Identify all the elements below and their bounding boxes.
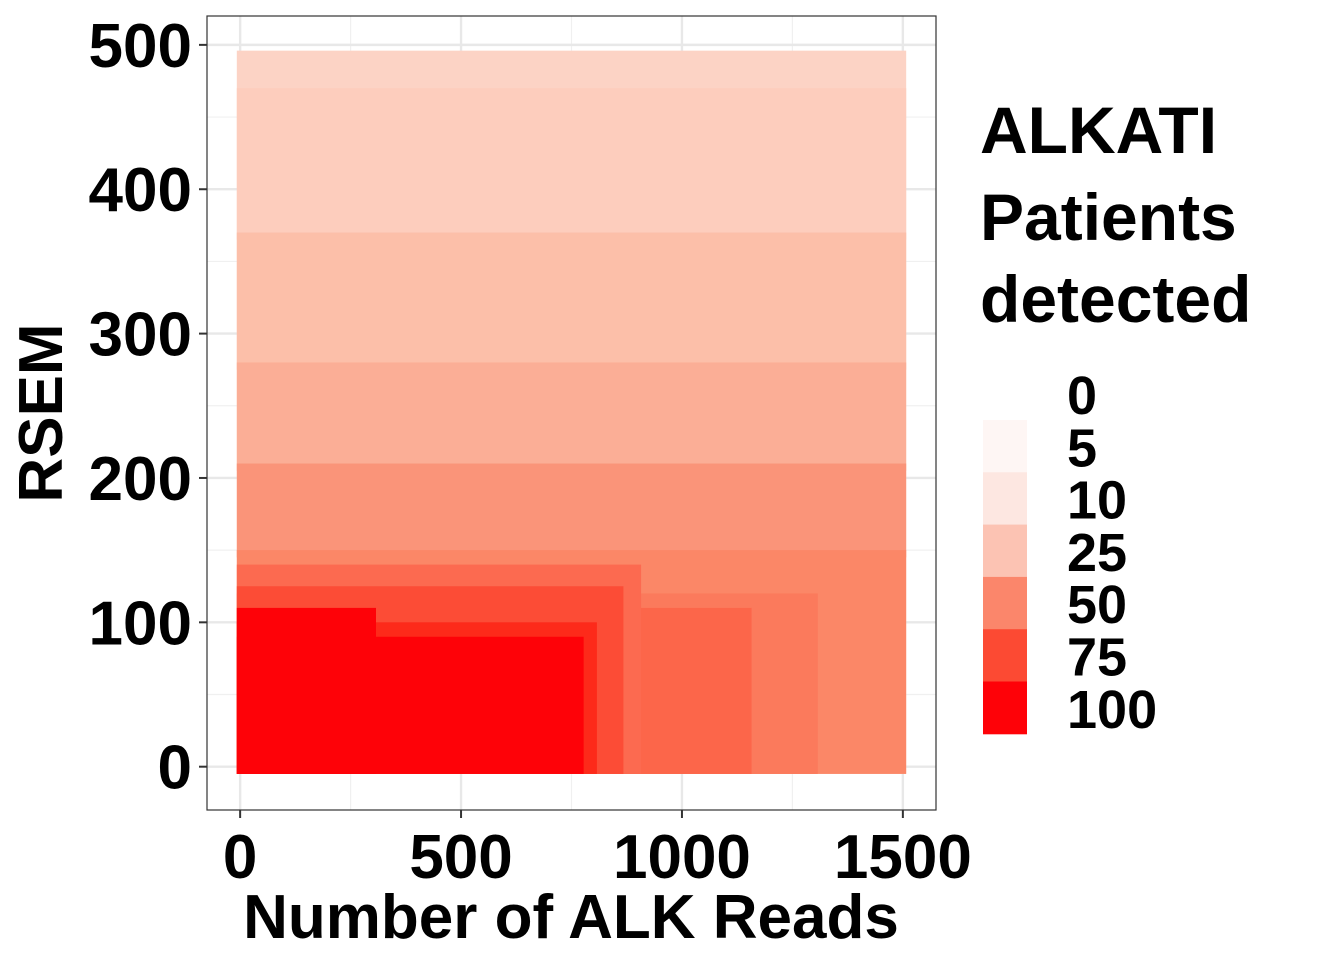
plot-border bbox=[206, 15, 937, 811]
heatmap-region bbox=[236, 463, 907, 558]
legend-key bbox=[983, 420, 1027, 473]
legend-title-line-3: detected bbox=[980, 262, 1251, 336]
y-tick-label: 100 bbox=[89, 589, 192, 658]
legend-key bbox=[983, 524, 1027, 578]
y-tick-label: 0 bbox=[158, 734, 192, 803]
x-tick-label: 1000 bbox=[613, 823, 751, 892]
legend-key bbox=[983, 576, 1027, 630]
heatmap-region bbox=[236, 232, 907, 370]
legend-title-line-1: ALKATI bbox=[980, 93, 1217, 167]
legend-label: 50 bbox=[1067, 575, 1127, 635]
heatmap-region bbox=[236, 88, 907, 240]
heatmap-regions bbox=[236, 50, 907, 774]
legend-key bbox=[983, 629, 1027, 682]
legend-label: 0 bbox=[1067, 366, 1097, 426]
legend-title-line-2: Patients bbox=[980, 180, 1237, 254]
x-tick-label: 0 bbox=[223, 823, 257, 892]
y-tick-label: 500 bbox=[89, 12, 192, 81]
x-tick-label: 500 bbox=[409, 823, 512, 892]
y-axis-title: RSEM bbox=[7, 323, 76, 502]
y-tick-label: 300 bbox=[89, 301, 192, 370]
legend-label: 5 bbox=[1067, 418, 1097, 478]
legend-label: 25 bbox=[1067, 523, 1127, 583]
heatmap-region bbox=[236, 607, 376, 774]
y-tick-label: 400 bbox=[89, 156, 192, 225]
x-tick-label: 1500 bbox=[834, 823, 972, 892]
legend-key bbox=[983, 681, 1027, 735]
y-axis-ticks: 0 100 200 300 400 500 bbox=[89, 12, 207, 803]
legend-keys bbox=[983, 420, 1027, 735]
y-tick-label: 200 bbox=[89, 445, 192, 514]
x-axis-title: Number of ALK Reads bbox=[243, 883, 899, 952]
legend-label: 10 bbox=[1067, 471, 1127, 531]
x-axis-ticks: 0 500 1000 1500 bbox=[223, 810, 972, 892]
legend-label: 75 bbox=[1067, 628, 1127, 688]
legend-key bbox=[983, 472, 1027, 526]
legend-label: 100 bbox=[1067, 680, 1157, 740]
heatmap-region bbox=[236, 362, 907, 471]
